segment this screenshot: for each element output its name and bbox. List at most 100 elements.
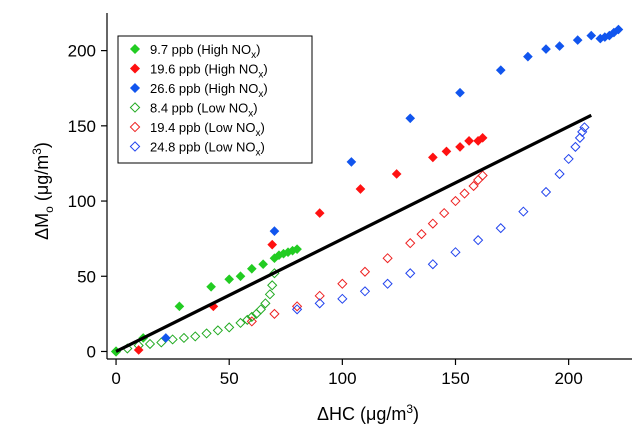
data-point [405, 268, 416, 279]
data-point [382, 278, 393, 289]
y-axis-title: ΔMo (μg/m3) [30, 142, 56, 240]
data-point [359, 286, 371, 297]
legend-marker [129, 102, 141, 113]
legend-item: 9.7 ppb (High NOx) [129, 42, 261, 61]
data-point [464, 136, 474, 146]
data-point [359, 266, 371, 277]
data-point [314, 298, 325, 309]
data-point [133, 345, 144, 355]
data-point [540, 186, 552, 198]
data-point [473, 235, 484, 246]
series-2 [133, 133, 488, 355]
data-point [441, 146, 452, 157]
legend-marker [129, 43, 141, 55]
x-tick-label: 0 [111, 369, 120, 388]
y-tick-label: 200 [68, 42, 96, 61]
data-point [269, 308, 280, 319]
y-tick-label: 0 [87, 342, 96, 361]
axis-titles: ΔHC (μg/m3) ΔMo (μg/m3) [30, 142, 419, 424]
data-point [554, 41, 565, 51]
data-point [235, 271, 246, 282]
data-point [518, 206, 529, 217]
data-point [314, 208, 325, 218]
legend-marker [129, 82, 141, 94]
data-point [190, 331, 201, 342]
data-point [563, 153, 574, 165]
data-point [269, 226, 280, 236]
data-point [541, 44, 551, 54]
data-point [267, 280, 278, 291]
data-point [439, 207, 450, 219]
legend-label: 19.4 ppb (Low NOx) [150, 120, 265, 139]
legend-marker [129, 121, 141, 133]
data-point [477, 170, 488, 181]
axis-ticks: 0 50 100 150 200 0 50 100 150 200 [68, 42, 583, 388]
data-point [450, 195, 461, 207]
x-axis-title: ΔHC (μg/m3) [317, 402, 419, 424]
data-point [206, 281, 216, 292]
data-point [579, 122, 590, 133]
data-points [110, 24, 624, 357]
data-point [144, 338, 156, 350]
data-point [167, 334, 178, 345]
data-point [246, 311, 257, 322]
legend-label: 8.4 ppb (Low NOx) [150, 101, 258, 120]
legend-item: 19.6 ppb (High NOx) [129, 62, 268, 81]
data-point [495, 65, 506, 75]
data-point [427, 218, 438, 229]
data-point [613, 24, 624, 35]
data-point [455, 87, 465, 98]
legend-box [117, 35, 313, 164]
data-point [570, 141, 581, 152]
legend-item: 26.6 ppb (High NOx) [129, 81, 268, 100]
y-tick-label: 50 [77, 267, 96, 286]
x-tick-label: 150 [441, 369, 469, 388]
x-tick-label: 200 [554, 369, 582, 388]
data-point [428, 152, 438, 163]
data-point [459, 188, 470, 199]
data-point [161, 333, 171, 343]
data-point [455, 142, 465, 152]
data-point [495, 223, 506, 234]
data-point [405, 113, 416, 124]
data-point [291, 304, 303, 315]
data-point [224, 274, 235, 285]
data-point [267, 239, 278, 250]
x-tick-label: 50 [220, 369, 239, 388]
data-point [405, 238, 416, 249]
data-point [477, 133, 488, 143]
data-point [258, 259, 268, 270]
legend-label: 19.6 ppb (High NOx) [150, 62, 268, 81]
series-6 [291, 122, 590, 315]
plot-frame [106, 13, 632, 360]
data-point [554, 168, 565, 180]
fit-line [115, 113, 592, 353]
legend-label: 26.6 ppb (High NOx) [150, 81, 268, 100]
data-point [212, 325, 223, 336]
data-point [201, 328, 212, 339]
data-point [355, 184, 366, 194]
legend-item: 8.4 ppb (Low NOx) [129, 101, 258, 120]
data-point [416, 229, 427, 240]
data-point [224, 322, 235, 333]
data-point [255, 304, 266, 315]
data-point [572, 35, 583, 45]
data-point [174, 301, 185, 312]
data-point [337, 293, 348, 304]
legend-item: 24.8 ppb (Low NOx) [129, 140, 265, 159]
legend-label: 24.8 ppb (Low NOx) [150, 140, 265, 159]
legend: 9.7 ppb (High NOx)19.6 ppb (High NOx)26.… [117, 35, 313, 164]
data-point [468, 180, 479, 192]
data-point [382, 253, 393, 264]
series-3 [161, 24, 624, 343]
data-point [246, 316, 257, 327]
data-point [235, 317, 246, 329]
data-point [292, 244, 302, 255]
legend-marker [129, 141, 141, 152]
data-point [391, 169, 402, 179]
data-point [574, 132, 586, 143]
data-point [291, 301, 303, 312]
data-point [178, 332, 190, 344]
data-point [346, 157, 357, 167]
x-tick-label: 100 [328, 369, 356, 388]
